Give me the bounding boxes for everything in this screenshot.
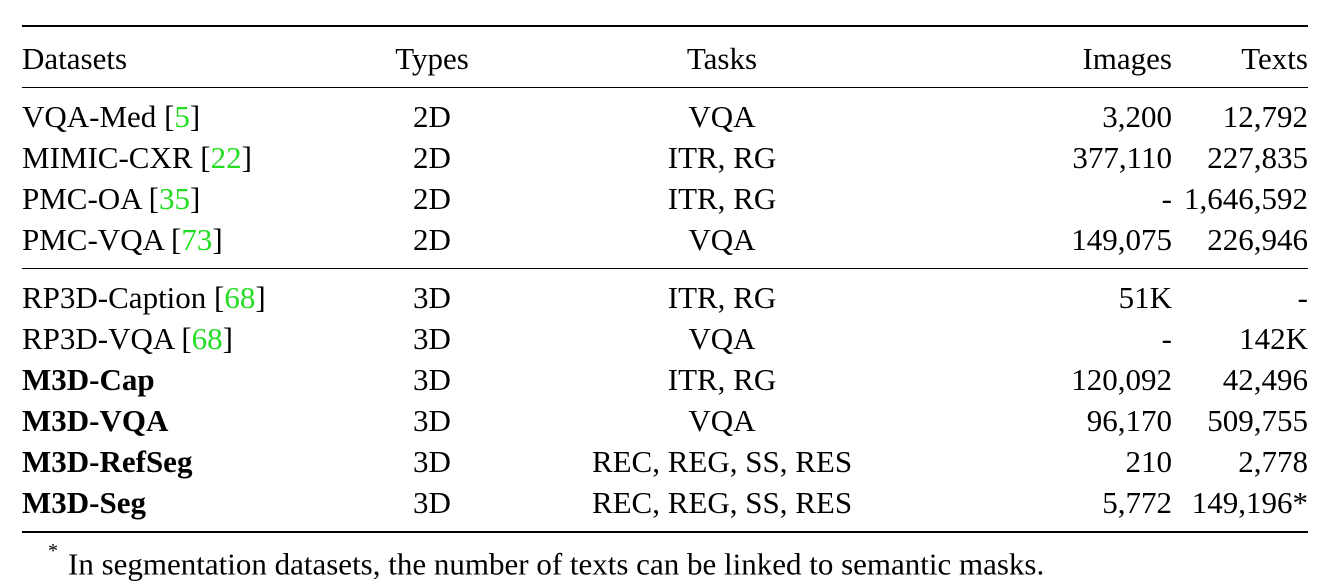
group-rule [22, 268, 1308, 269]
dataset-name-cell: VQA-Med [5] [22, 99, 201, 134]
tasks-cell: VQA [688, 222, 756, 257]
tasks-cell: REC, REG, SS, RES [591, 485, 853, 520]
images-cell: 96,170 [1086, 403, 1172, 438]
dataset-name-cell: M3D-Cap [22, 359, 352, 400]
dataset-name-cell: RP3D-Caption [68] [22, 280, 266, 315]
dataset-name: M3D-RefSeg [22, 444, 193, 479]
dataset-name-cell: PMC-VQA [73] [22, 222, 223, 257]
header-datasets: Datasets [22, 40, 128, 76]
tasks-cell: VQA [688, 403, 756, 438]
tasks-cell: ITR, RG [667, 181, 777, 216]
citation-link[interactable]: 22 [210, 140, 242, 175]
type-cell: 3D [413, 444, 451, 479]
dataset-name-cell: PMC-OA [35] [22, 181, 201, 216]
texts-cell: - [1297, 280, 1308, 315]
table-header: Datasets Types Tasks Images Texts [22, 27, 1308, 87]
images-cell: 3,200 [1102, 99, 1172, 134]
header-images: Images [1082, 40, 1172, 76]
texts-cell: 42,496 [1222, 362, 1308, 397]
dataset-name-cell: M3D-VQA [22, 400, 352, 441]
dataset-name-cell: M3D-Seg [22, 482, 352, 531]
texts-cell: 509,755 [1207, 403, 1308, 438]
images-cell: 5,772 [1102, 485, 1172, 520]
table-row: MIMIC-CXR [22] 2D ITR, RG 377,110 227,835 [22, 137, 1308, 178]
texts-cell: 227,835 [1207, 140, 1308, 175]
table-row: M3D-RefSeg 3D REC, REG, SS, RES 210 2,778 [22, 441, 1308, 482]
images-cell: 210 [1125, 444, 1173, 479]
dataset-name: M3D-Seg [22, 485, 146, 520]
dataset-name-cell: RP3D-VQA [68] [22, 321, 233, 356]
top-rule [22, 25, 1308, 27]
type-cell: 3D [413, 403, 451, 438]
citation-link[interactable]: 35 [158, 181, 190, 216]
dataset-name-cell: MIMIC-CXR [22] [22, 140, 252, 175]
texts-cell: 149,196* [1191, 485, 1308, 520]
type-cell: 3D [413, 485, 451, 520]
images-cell: 377,110 [1072, 140, 1172, 175]
type-cell: 2D [413, 222, 451, 257]
type-cell: 2D [413, 99, 451, 134]
images-cell: - [1161, 321, 1172, 356]
table-row: VQA-Med [5] 2D VQA 3,200 12,792 [22, 88, 1308, 137]
images-cell: 149,075 [1071, 222, 1172, 257]
citation-link[interactable]: 68 [224, 280, 256, 315]
type-cell: 2D [413, 181, 451, 216]
citation-link[interactable]: 68 [191, 321, 223, 356]
header-texts: Texts [1241, 40, 1308, 76]
header-rule [22, 87, 1308, 88]
type-cell: 3D [413, 321, 451, 356]
dataset-name: PMC-VQA [22, 222, 164, 257]
table-row: RP3D-VQA [68] 3D VQA - 142K [22, 318, 1308, 359]
type-cell: 2D [413, 140, 451, 175]
tasks-cell: ITR, RG [667, 140, 777, 175]
texts-cell: 142K [1239, 321, 1308, 356]
table-row: RP3D-Caption [68] 3D ITR, RG 51K - [22, 269, 1308, 318]
dataset-name: RP3D-Caption [22, 280, 207, 315]
bottom-rule [22, 531, 1308, 533]
table-row: M3D-Seg 3D REC, REG, SS, RES 5,772 149,196* [22, 482, 1308, 531]
header-row: Datasets Types Tasks Images Texts [22, 27, 1308, 87]
dataset-name: MIMIC-CXR [22, 140, 193, 175]
header-tasks: Tasks [686, 40, 758, 76]
footnote-text: In segmentation datasets, the number of … [68, 546, 1045, 582]
footnote-marker: * [48, 540, 58, 562]
header-types: Types [395, 40, 469, 76]
dataset-name: M3D-Cap [22, 362, 155, 397]
texts-cell: 1,646,592 [1184, 181, 1308, 216]
dataset-name: RP3D-VQA [22, 321, 174, 356]
dataset-comparison-table: Datasets Types Tasks Images Texts VQA-Me… [22, 25, 1308, 533]
table-footnote: * In segmentation datasets, the number of… [48, 540, 1045, 582]
table-row: M3D-Cap 3D ITR, RG 120,092 42,496 [22, 359, 1308, 400]
type-cell: 3D [413, 362, 451, 397]
tasks-cell: REC, REG, SS, RES [591, 444, 853, 479]
images-cell: 120,092 [1071, 362, 1172, 397]
texts-cell: 2,778 [1238, 444, 1308, 479]
citation-link[interactable]: 73 [181, 222, 213, 257]
table-row: PMC-OA [35] 2D ITR, RG -1,646,592 [22, 178, 1308, 219]
texts-cell: 12,792 [1222, 99, 1308, 134]
images-cell: 51K [1118, 280, 1172, 315]
texts-cell: 226,946 [1207, 222, 1308, 257]
dataset-name-cell: M3D-RefSeg [22, 441, 352, 482]
tasks-cell: ITR, RG [667, 362, 777, 397]
table-group-2d: VQA-Med [5] 2D VQA 3,200 12,792 MIMIC-CXR [22… [22, 88, 1308, 268]
tasks-cell: VQA [688, 321, 756, 356]
type-cell: 3D [413, 280, 451, 315]
table-group-3d: RP3D-Caption [68] 3D ITR, RG 51K - RP3D-VQA [… [22, 269, 1308, 531]
table-row: M3D-VQA 3D VQA 96,170 509,755 [22, 400, 1308, 441]
tasks-cell: ITR, RG [667, 280, 777, 315]
tasks-cell: VQA [688, 99, 756, 134]
images-cell: - [1161, 181, 1172, 216]
dataset-name: PMC-OA [22, 181, 141, 216]
dataset-name: VQA-Med [22, 99, 157, 134]
citation-link[interactable]: 5 [174, 99, 190, 134]
table-row: PMC-VQA [73] 2D VQA 149,075 226,946 [22, 219, 1308, 268]
dataset-name: M3D-VQA [22, 403, 169, 438]
